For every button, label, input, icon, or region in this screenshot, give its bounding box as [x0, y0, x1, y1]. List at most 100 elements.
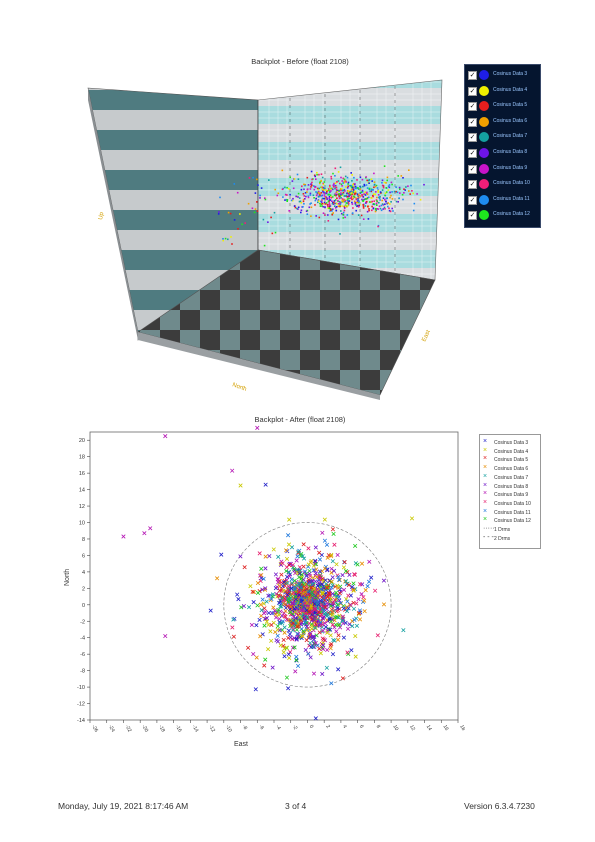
- point3d: [286, 200, 288, 202]
- point3d: [343, 209, 346, 212]
- point3d: [342, 177, 345, 180]
- scatter-point: [297, 588, 303, 593]
- scatter-point: [328, 633, 333, 638]
- scatter-point: [301, 564, 306, 569]
- point3d: [379, 199, 381, 201]
- point3d: [346, 192, 348, 194]
- scatter-point: [280, 619, 285, 624]
- point3d: [329, 186, 331, 188]
- checkbox-icon[interactable]: ✓: [468, 211, 477, 221]
- point3d: [237, 228, 239, 230]
- point3d: [292, 197, 294, 200]
- scatter-point: [286, 652, 291, 657]
- point3d: [322, 182, 324, 185]
- legend3d-item[interactable]: ✓ Cosinus Data 6: [468, 116, 538, 130]
- x-axis-label: East: [234, 741, 248, 748]
- scatter-point: [297, 581, 302, 586]
- checkbox-icon[interactable]: ✓: [468, 149, 477, 158]
- legend2d-label: Cosinus Data 6: [494, 466, 529, 473]
- point3d: [397, 201, 399, 203]
- point3d: [385, 200, 387, 203]
- point3d: [336, 190, 339, 193]
- scatter-point: [273, 612, 278, 617]
- scatter-point: [326, 553, 331, 558]
- point3d: [343, 195, 346, 197]
- scatter-point: [335, 606, 340, 611]
- point3d: [374, 185, 377, 188]
- scatter-point: [285, 596, 290, 601]
- scatter-point: [356, 611, 362, 616]
- checkbox-icon[interactable]: ✓: [468, 86, 477, 96]
- point3d: [222, 238, 224, 240]
- scatter-point: [361, 595, 366, 600]
- scatter-point: [315, 602, 320, 607]
- legend3d-item[interactable]: ✓ Cosinus Data 5: [468, 100, 538, 114]
- point3d: [344, 179, 346, 182]
- scatter-point: [308, 574, 313, 579]
- scatter-point: [284, 556, 290, 561]
- checkbox-icon[interactable]: ✓: [468, 180, 477, 190]
- scatter-point: [246, 605, 252, 610]
- scatter-point: [262, 663, 267, 668]
- point3d: [413, 202, 416, 205]
- chart3d-plot: Up North East: [87, 79, 443, 400]
- point3d: [317, 201, 319, 204]
- point3d: [326, 204, 329, 206]
- legend3d-item[interactable]: ✓ Cosinus Data 9: [468, 163, 538, 177]
- checkbox-icon[interactable]: ✓: [468, 133, 477, 143]
- point3d: [297, 196, 299, 198]
- scatter-point: [258, 634, 263, 639]
- point3d: [342, 213, 344, 216]
- point3d: [347, 192, 350, 195]
- scatter-point: [352, 617, 357, 622]
- point3d: [340, 192, 342, 194]
- legend3d-item[interactable]: ✓ Cosinus Data 11: [468, 194, 538, 208]
- legend3d-item[interactable]: ✓ Cosinus Data 7: [468, 131, 538, 145]
- chart3d-legend: ✓ Cosinus Data 3 ✓ Cosinus Data 4 ✓ Cosinus D…: [464, 64, 541, 228]
- point3d: [233, 219, 236, 221]
- scatter-point: [301, 542, 306, 547]
- scatter-point: [323, 624, 328, 630]
- checkbox-icon[interactable]: ✓: [468, 117, 477, 127]
- scatter-point: [246, 645, 251, 650]
- scatter-point: [230, 468, 235, 473]
- point3d: [314, 199, 317, 202]
- x-tick-label: -16: [174, 724, 183, 733]
- point3d: [307, 184, 310, 186]
- legend3d-item[interactable]: ✓ Cosinus Data 8: [468, 147, 538, 161]
- point3d: [384, 192, 387, 194]
- point3d: [338, 200, 341, 203]
- point3d: [379, 191, 382, 193]
- legend3d-item[interactable]: ✓ Cosinus Data 10: [468, 178, 538, 192]
- scatter-point: [313, 593, 318, 598]
- scatter-point: [329, 570, 334, 575]
- chart2d-legend: × Cosinus Data 3 × Cosinus Data 4 × Cosinus D…: [479, 434, 541, 549]
- checkbox-icon[interactable]: ✓: [468, 71, 477, 80]
- scatter-point: [307, 595, 312, 600]
- point3d: [277, 192, 280, 195]
- checkbox-icon[interactable]: ✓: [468, 102, 477, 112]
- point3d: [328, 189, 330, 192]
- point3d: [375, 202, 378, 205]
- point3d: [338, 189, 341, 192]
- point3d: [335, 206, 338, 208]
- legend3d-item[interactable]: ✓ Cosinus Data 4: [468, 85, 538, 99]
- checkbox-icon[interactable]: ✓: [468, 164, 477, 174]
- point3d: [343, 199, 346, 202]
- y-tick-label: -8: [80, 669, 85, 675]
- legend-marker-icon: ×: [483, 438, 488, 445]
- point3d: [343, 181, 345, 183]
- point3d: [340, 210, 342, 212]
- point3d: [327, 207, 329, 209]
- checkbox-icon[interactable]: ✓: [468, 195, 477, 205]
- point3d: [341, 205, 343, 207]
- point3d: [360, 214, 363, 217]
- legend3d-item[interactable]: ✓ Cosinus Data 12: [468, 209, 538, 223]
- point3d: [328, 193, 330, 196]
- point3d: [335, 194, 337, 197]
- point3d: [381, 182, 383, 184]
- scatter-point: [301, 601, 306, 606]
- legend3d-item[interactable]: ✓ Cosinus Data 3: [468, 69, 538, 83]
- point3d: [334, 199, 337, 201]
- point3d: [368, 179, 371, 181]
